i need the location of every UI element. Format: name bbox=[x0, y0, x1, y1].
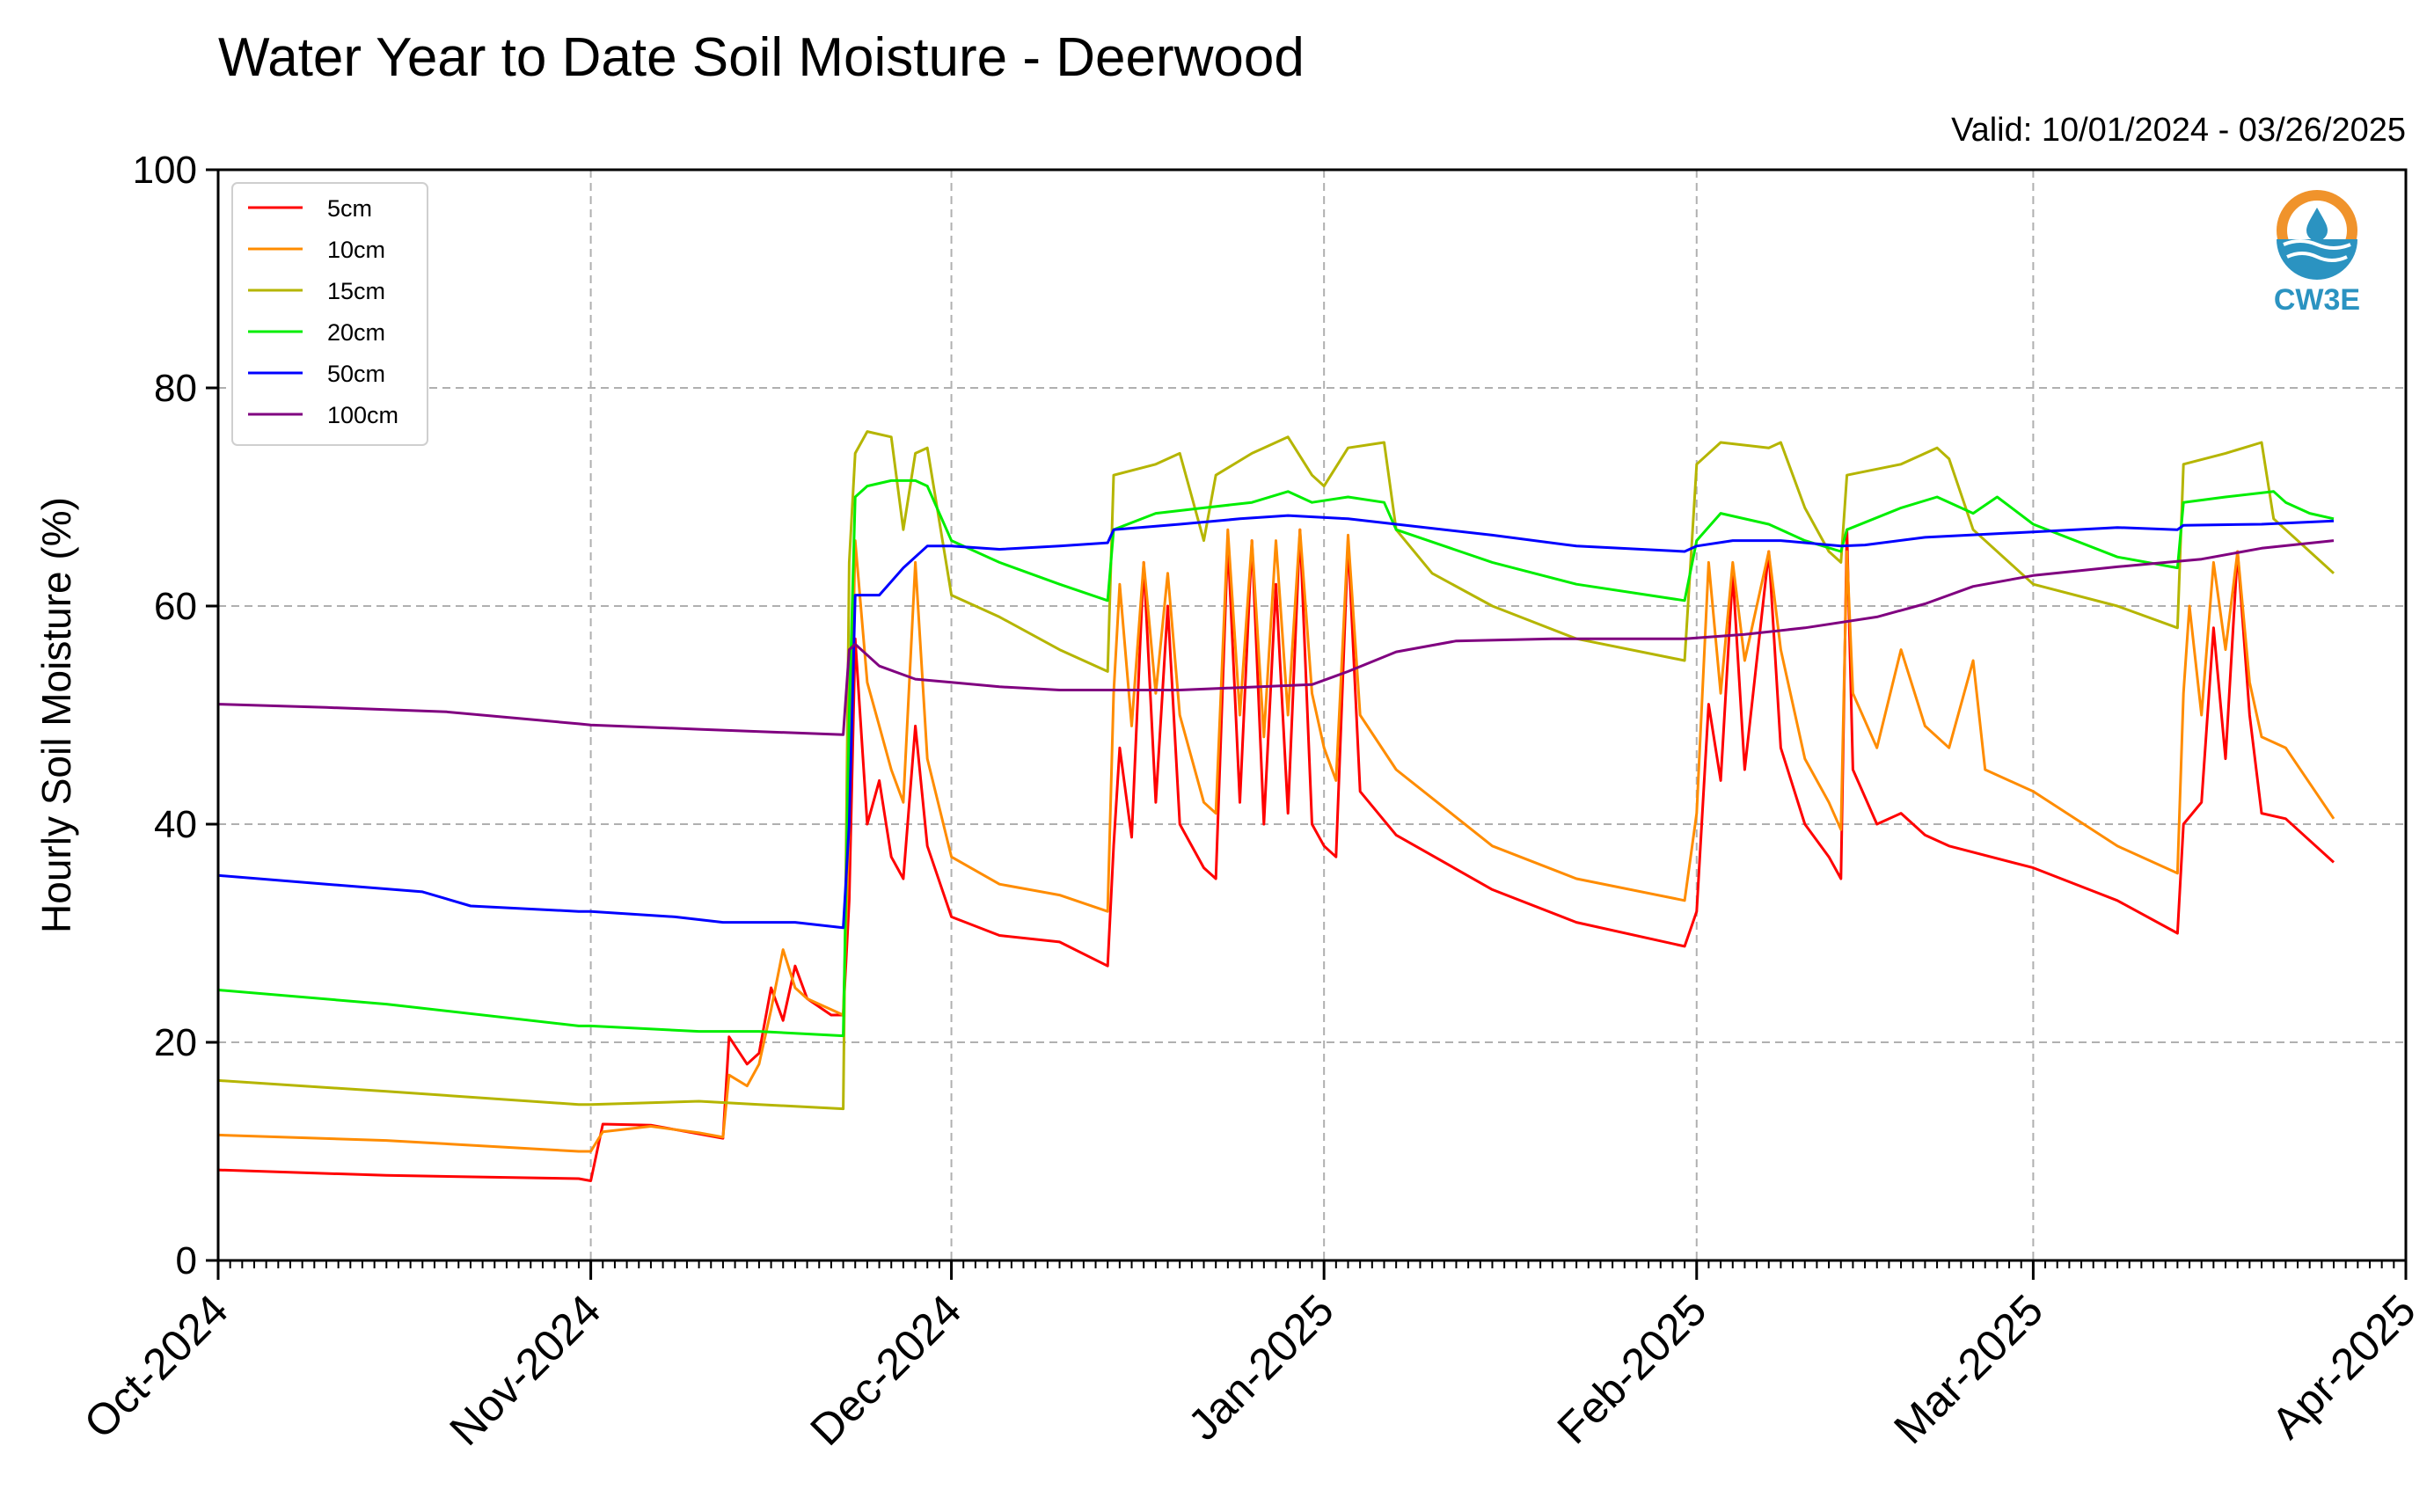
y-tick-label: 40 bbox=[154, 803, 197, 846]
series-line-10cm bbox=[217, 528, 2335, 1153]
grid-lines bbox=[218, 170, 2406, 1260]
chart-title: Water Year to Date Soil Moisture - Deerw… bbox=[218, 27, 1305, 88]
series-line-5cm bbox=[217, 528, 2335, 1182]
series-line-15cm bbox=[217, 430, 2335, 1111]
y-tick-label: 20 bbox=[154, 1021, 197, 1064]
x-tick-label: Dec-2024 bbox=[800, 1285, 970, 1455]
x-tick-label: Feb-2025 bbox=[1548, 1285, 1716, 1453]
legend-label: 20cm bbox=[327, 319, 385, 346]
legend-label: 100cm bbox=[327, 402, 398, 428]
y-tick-label: 100 bbox=[133, 149, 197, 192]
legend: 5cm 10cm 15cm 20cm 50cm 100cm bbox=[231, 182, 428, 446]
legend-label: 15cm bbox=[327, 278, 385, 304]
x-tick-label: Nov-2024 bbox=[440, 1285, 610, 1455]
logo-drop-icon bbox=[2306, 208, 2328, 241]
y-tick-label: 0 bbox=[176, 1239, 197, 1282]
series-lines bbox=[217, 430, 2335, 1182]
x-tick-label: Apr-2025 bbox=[2262, 1285, 2425, 1448]
x-tick-label: Oct-2024 bbox=[75, 1285, 238, 1448]
series-line-20cm bbox=[217, 478, 2335, 1038]
valid-date-range: Valid: 10/01/2024 - 03/26/2025 bbox=[1951, 112, 2406, 149]
series-line-100cm bbox=[217, 539, 2335, 736]
legend-label: 5cm bbox=[327, 195, 372, 222]
logo-text: CW3E bbox=[2274, 283, 2360, 317]
legend-label: 50cm bbox=[327, 361, 385, 387]
plot-frame bbox=[216, 168, 2408, 1262]
legend-label: 10cm bbox=[327, 237, 385, 263]
y-tick-label: 60 bbox=[154, 585, 197, 628]
y-tick-label: 80 bbox=[154, 367, 197, 410]
cw3e-logo: CW3E bbox=[2274, 190, 2360, 317]
x-tick-label: Jan-2025 bbox=[1179, 1285, 1343, 1450]
y-axis-label: Hourly Soil Moisture (%) bbox=[33, 497, 79, 933]
x-tick-label: Mar-2025 bbox=[1884, 1285, 2052, 1453]
series-line-50cm bbox=[217, 514, 2335, 930]
